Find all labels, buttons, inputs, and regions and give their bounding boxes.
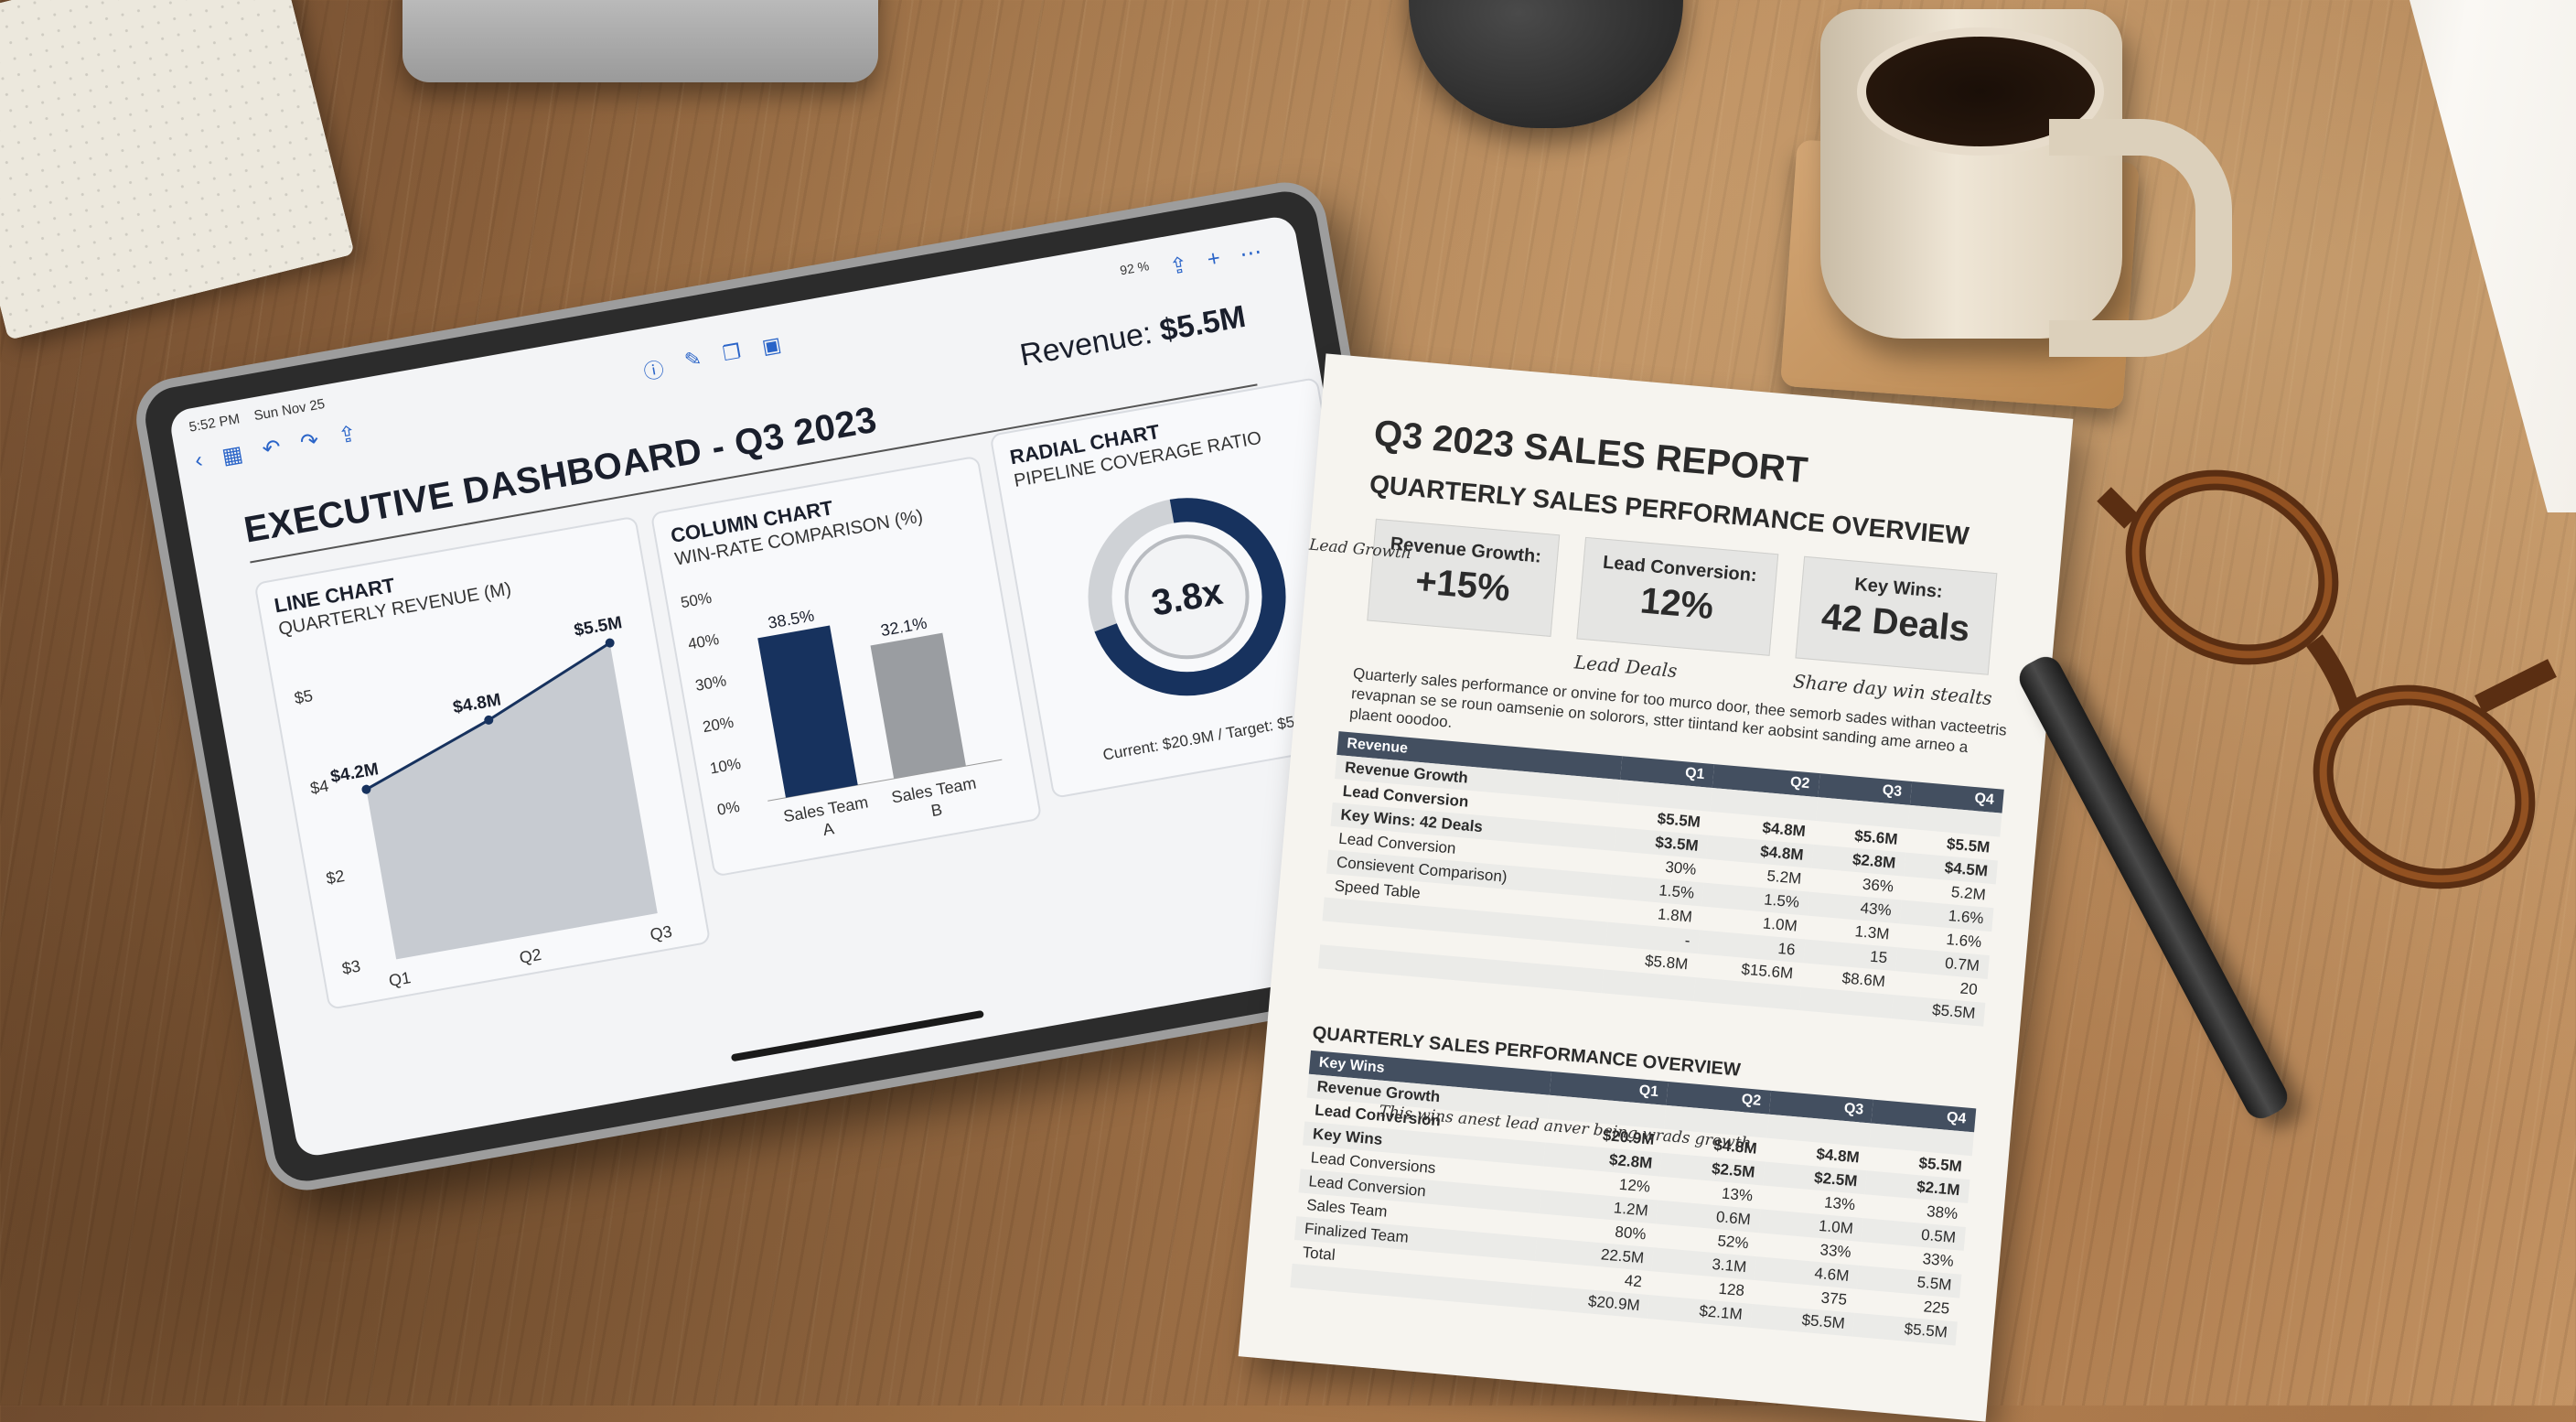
calendar-icon[interactable]: ▣ xyxy=(760,332,783,359)
gauge-inner xyxy=(1124,534,1250,660)
y-tick-label: 0% xyxy=(716,798,742,819)
gauge-caption: Current: $20.9M / Target: $5.5M xyxy=(1101,708,1321,763)
center-toolbar: ⓘ ✎ ❐ ▣ xyxy=(641,332,784,385)
kpi-lead-conversion: Lead Conversion: 12% xyxy=(1576,536,1779,656)
column-chart: 50%40%30%20%10%0%38.5%Sales TeamA32.1%Sa… xyxy=(680,589,1003,839)
revenue-table: Revenue Q1 Q2 Q3 Q4 Revenue Growth Lead Conver… xyxy=(1317,731,2004,1027)
data-label: $4.2M xyxy=(329,759,381,787)
monitor-stand xyxy=(402,0,878,82)
y-tick-label: 30% xyxy=(694,672,728,695)
y-tick-label: 40% xyxy=(687,630,721,653)
battery-text: 92 % xyxy=(1119,258,1151,278)
y-tick-label: 50% xyxy=(680,589,714,612)
window-frame xyxy=(2410,0,2576,512)
y-tick-label: $2 xyxy=(325,867,346,888)
status-date: Sun Nov 25 xyxy=(252,395,327,425)
category-label: A xyxy=(821,819,835,839)
kpi-key-wins: Key Wins: 42 Deals xyxy=(1795,555,1998,675)
handwritten-note: Lead Deals xyxy=(1573,651,1679,683)
undo-icon[interactable]: ↶ xyxy=(260,435,284,463)
home-indicator[interactable] xyxy=(730,1009,984,1062)
x-tick-label: Q3 xyxy=(649,922,673,944)
more-icon[interactable]: ⋯ xyxy=(1238,239,1264,268)
export-icon[interactable]: ⇪ xyxy=(336,421,360,449)
sales-report-paper: Q3 2023 SALES REPORT QUARTERLY SALES PER… xyxy=(1238,353,2074,1422)
y-tick-label: 20% xyxy=(702,714,735,737)
gauge-fill xyxy=(1088,498,1286,696)
grid-icon[interactable]: ▦ xyxy=(220,441,245,469)
bar-label: 32.1% xyxy=(879,614,928,641)
y-tick-label: $3 xyxy=(340,956,361,977)
y-tick-label: 10% xyxy=(709,755,743,778)
status-time: 5:52 PM xyxy=(188,411,242,436)
share-icon[interactable]: ⇪ xyxy=(1167,252,1190,280)
back-icon[interactable]: ‹ xyxy=(192,447,205,474)
data-label: $5.5M xyxy=(573,613,624,641)
key-wins-table: Key Wins Q1 Q2 Q3 Q4 Revenue Growth Lead Conve… xyxy=(1290,1050,1977,1346)
redo-icon[interactable]: ↷ xyxy=(298,427,321,456)
category-label: B xyxy=(929,800,943,820)
bar-label: 38.5% xyxy=(767,606,816,632)
y-tick-label: $5 xyxy=(293,686,314,707)
right-toolbar: 92 % ⇪ + ⋯ xyxy=(1119,239,1264,290)
copy-icon[interactable]: ❐ xyxy=(721,339,743,366)
add-icon[interactable]: + xyxy=(1205,245,1223,273)
tablet-screen: 5:52 PM Sun Nov 25 92 % ⇪ + ⋯ ‹ ▦ ↶ ↷ ⇪ … xyxy=(167,213,1424,1159)
line-chart: $5 $4 $2 $3 $4.2M $4.8M $5.5M Q1 Q2 Q3 xyxy=(293,613,673,990)
tablet: 5:52 PM Sun Nov 25 92 % ⇪ + ⋯ ‹ ▦ ↶ ↷ ⇪ … xyxy=(129,176,1463,1197)
revenue-total: Revenue: $5.5M xyxy=(1017,299,1248,374)
bar xyxy=(757,625,858,798)
revenue-label: Revenue: xyxy=(1017,315,1155,373)
kpi-revenue-growth: Revenue Growth: +15% xyxy=(1367,518,1561,637)
eyeglasses xyxy=(2097,469,2557,889)
bar xyxy=(870,632,966,779)
data-label: $4.8M xyxy=(452,690,503,717)
dotted-notebook xyxy=(0,0,355,340)
x-tick-label: Q1 xyxy=(387,968,412,990)
data-point xyxy=(605,638,615,648)
handwritten-note: Share day win stealts xyxy=(1792,670,1993,710)
data-point xyxy=(361,784,371,794)
line-chart-card: LINE CHART QUARTERLY REVENUE (M) $5 $4 $2 $… xyxy=(253,515,712,1010)
pen-icon[interactable]: ✎ xyxy=(682,346,703,372)
y-tick-label: $4 xyxy=(309,777,330,798)
x-tick-label: Q2 xyxy=(518,945,542,967)
coffee xyxy=(1857,27,2104,156)
column-chart-card: COLUMN CHART WIN-RATE COMPARISON (%) 50%… xyxy=(649,455,1043,878)
computer-mouse xyxy=(1409,0,1683,128)
revenue-value: $5.5M xyxy=(1156,298,1249,349)
coffee-mug xyxy=(1820,9,2232,357)
info-icon[interactable]: ⓘ xyxy=(641,357,666,384)
radial-chart-card: RADIAL CHART PIPELINE COVERAGE RATIO 3.8… xyxy=(989,376,1382,799)
data-point xyxy=(484,715,494,725)
area-fill xyxy=(366,642,658,960)
